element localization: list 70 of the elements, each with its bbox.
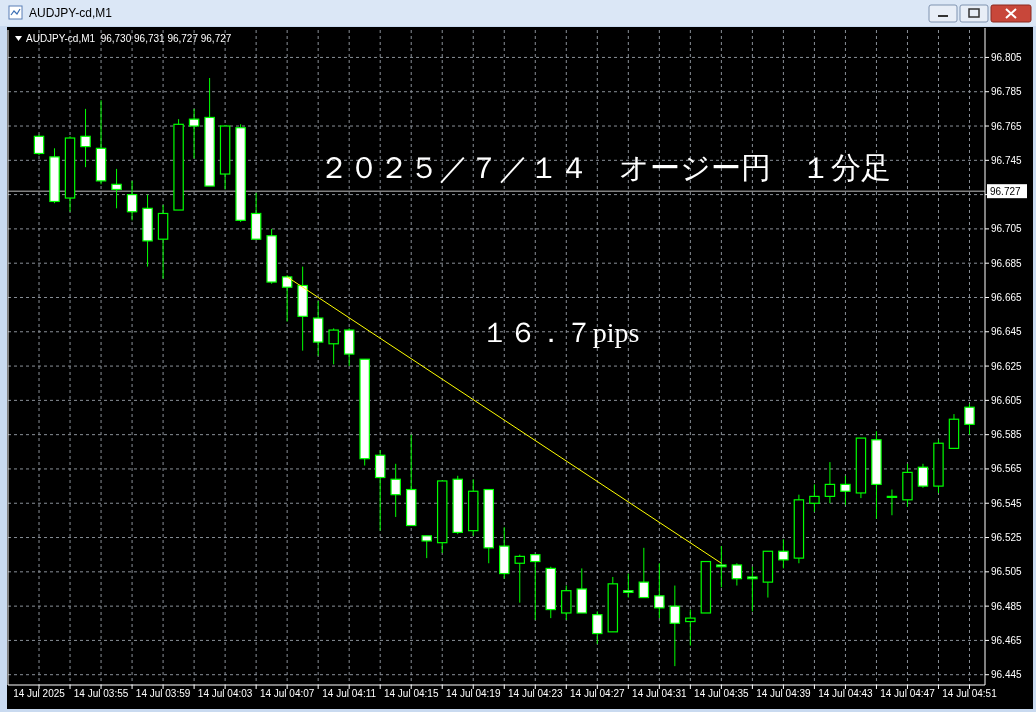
ref-line-label: 96.727 [990,185,1022,197]
candlestick [917,463,929,489]
candlestick [576,567,588,614]
candlestick [33,134,45,156]
candlestick [886,489,898,516]
x-tick-label: 14 Jul 04:23 [508,688,563,699]
candlestick [747,566,758,612]
x-tick-label: 14 Jul 03:55 [73,688,129,699]
annotation: １６．７pips [480,317,640,348]
candlestick [592,610,603,645]
candlestick [374,449,386,532]
y-tick-label: 96.645 [991,326,1023,338]
x-tick-label: 14 Jul 04:35 [694,688,750,699]
y-tick-label: 96.485 [991,600,1023,612]
x-tick-label: 14 Jul 04:31 [632,688,688,699]
candlestick [778,538,789,569]
x-tick-label: 14 Jul 04:43 [818,688,874,699]
x-tick-label: 14 Jul 2025 [13,688,66,699]
y-tick-label: 96.505 [991,566,1023,578]
candlestick [716,545,727,588]
x-tick-label: 14 Jul 03:59 [135,688,191,699]
y-tick-label: 96.705 [991,223,1023,235]
chart-title: AUDJPY-cd,M1 [29,6,113,20]
annotation: ２０２５／７／１４ オージー円 １分足 [319,151,891,184]
candlestick [530,554,541,621]
candlestick [840,475,851,506]
y-tick-label: 96.445 [991,669,1023,681]
y-tick-label: 96.525 [991,532,1023,544]
candlestick [80,108,91,168]
y-tick-label: 96.565 [991,463,1023,475]
candlestick [685,609,696,647]
x-tick-label: 14 Jul 04:27 [570,688,625,699]
y-tick-label: 96.465 [991,634,1023,646]
chart-subtitle: AUDJPY-cd,M1 96,730 96,731 96,727 96,727 [26,33,232,44]
candlestick [964,403,975,436]
candlestick [390,463,401,518]
x-tick-label: 14 Jul 04:19 [445,688,501,699]
candlestick [669,585,681,667]
candlestick [561,585,572,621]
y-tick-label: 96.545 [991,497,1023,509]
y-tick-label: 96.805 [991,51,1023,63]
x-tick-label: 14 Jul 04:15 [383,688,439,699]
x-tick-label: 14 Jul 04:07 [259,688,315,699]
candlestick [654,562,665,619]
x-tick-label: 14 Jul 04:51 [942,688,998,699]
candlestick [809,483,820,513]
candlestick [281,274,293,322]
y-tick-label: 96.745 [991,154,1023,166]
candlestick [328,327,339,365]
y-tick-label: 96.765 [991,120,1023,132]
x-tick-label: 14 Jul 04:47 [880,688,936,699]
candlestick [126,180,138,221]
candlestick [824,461,836,504]
candlestick [623,573,634,599]
y-tick-label: 96.665 [991,291,1023,303]
x-tick-label: 14 Jul 04:11 [322,688,377,699]
candlestick [111,168,122,209]
candlestick [731,562,743,587]
candlestick [514,554,526,604]
candlestick [343,327,355,367]
candlestick [188,108,200,160]
y-tick-label: 96.605 [991,394,1023,406]
y-tick-label: 96.625 [991,360,1023,372]
x-tick-label: 14 Jul 04:39 [756,688,812,699]
y-tick-label: 96.785 [991,86,1023,98]
y-tick-label: 96.585 [991,429,1023,441]
candlestick [638,547,650,599]
y-tick-label: 96.685 [991,257,1023,269]
candlestick [421,535,432,559]
x-tick-label: 14 Jul 04:03 [197,688,253,699]
